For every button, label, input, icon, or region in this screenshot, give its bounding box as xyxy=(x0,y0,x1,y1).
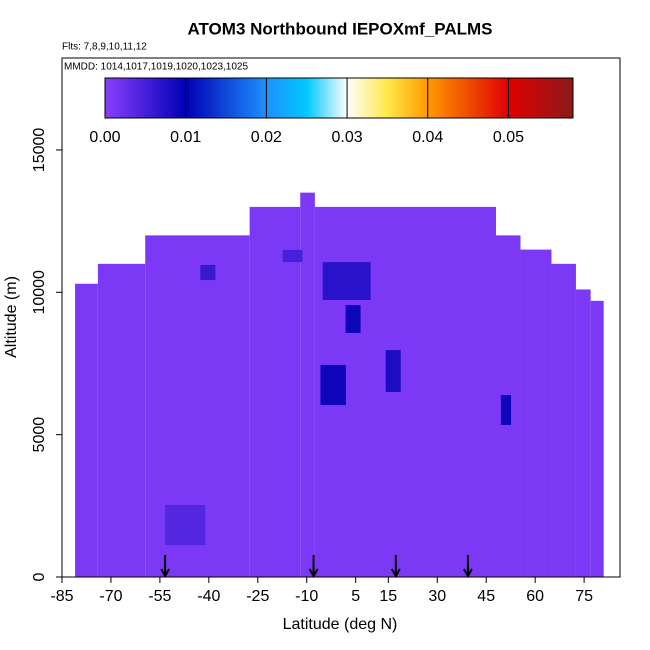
flights-label: Flts: 7,8,9,10,11,12 xyxy=(62,42,147,53)
colorbar-tick-label: 0.05 xyxy=(493,129,524,146)
y-tick-label: 0 xyxy=(31,572,48,581)
x-tick-label: -70 xyxy=(99,588,122,605)
arrow-head xyxy=(463,568,473,579)
y-tick-label: 5000 xyxy=(31,417,48,453)
x-axis-label: Latitude (deg N) xyxy=(283,616,398,633)
heat-patch xyxy=(322,262,371,300)
colorbar-tick-label: 0.02 xyxy=(251,129,282,146)
heat-cell xyxy=(97,263,146,577)
heat-cell xyxy=(575,289,591,577)
arrow-head xyxy=(160,568,170,579)
x-tick-label: 5 xyxy=(351,588,360,605)
heat-cell xyxy=(75,283,98,577)
flight-arrow xyxy=(308,555,319,579)
y-tick-label: 15000 xyxy=(31,128,48,173)
x-tick-label: 75 xyxy=(575,588,593,605)
colorbar xyxy=(104,77,574,119)
x-tick-label: 15 xyxy=(379,588,397,605)
flight-arrow xyxy=(463,555,473,579)
heat-patch xyxy=(500,395,512,425)
heat-patch xyxy=(320,364,346,406)
heat-patch xyxy=(282,249,303,263)
heat-patch xyxy=(385,350,401,392)
y-tick-label: 10000 xyxy=(31,270,48,315)
arrow-head xyxy=(390,568,401,579)
heat-cell xyxy=(590,300,604,577)
x-tick-label: -85 xyxy=(50,588,73,605)
x-tick-label: -10 xyxy=(295,588,318,605)
heat-cell xyxy=(551,263,576,577)
x-tick-label: -40 xyxy=(197,588,220,605)
heat-patch xyxy=(345,305,361,334)
heat-cell xyxy=(249,206,301,577)
x-tick-label: 30 xyxy=(428,588,446,605)
colorbar-tick-label: 0.04 xyxy=(412,129,443,146)
dates-label: MMDD: 1014,1017,1019,1020,1023,1025 xyxy=(64,62,248,73)
heat-patch xyxy=(165,504,206,546)
heat-cell xyxy=(300,192,315,577)
arrow-head xyxy=(308,568,319,579)
colorbar-tick-label: 0.03 xyxy=(331,129,362,146)
colorbar-tick-label: 0.01 xyxy=(170,129,201,146)
flight-arrow xyxy=(160,555,170,579)
colorbar-tick-label: 0.00 xyxy=(89,129,120,146)
y-axis-label: Altitude (m) xyxy=(3,276,20,358)
heat-patch xyxy=(200,264,216,281)
x-tick-label: 60 xyxy=(526,588,544,605)
chart-title: ATOM3 Northbound IEPOXmf_PALMS xyxy=(187,19,492,38)
heat-cell xyxy=(520,249,552,578)
flight-arrow xyxy=(390,555,401,579)
x-tick-label: -25 xyxy=(246,588,269,605)
plot-frame xyxy=(61,57,621,578)
x-tick-label: 45 xyxy=(477,588,495,605)
x-tick-label: -55 xyxy=(148,588,171,605)
